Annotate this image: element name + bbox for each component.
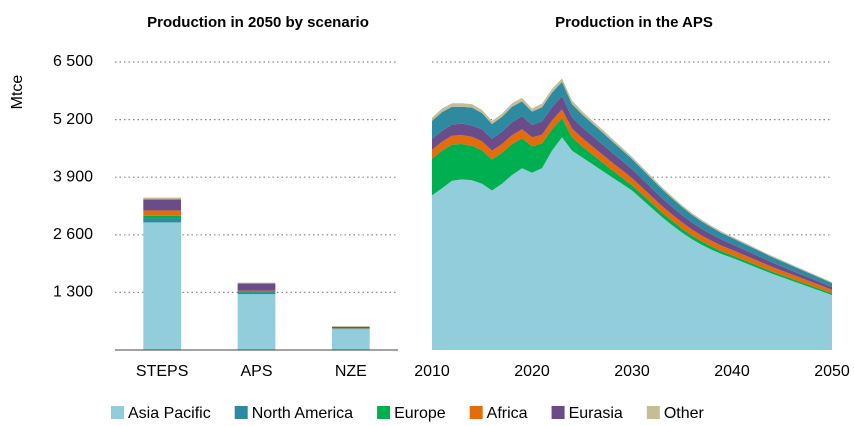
area [432, 137, 832, 350]
legend-swatch [234, 406, 248, 419]
x-tick-label: 2020 [514, 363, 550, 380]
legend-swatch [469, 406, 483, 419]
legend-label: Asia Pacific [128, 405, 211, 422]
x-tick-label: 2040 [714, 363, 750, 380]
legend-swatch [551, 406, 565, 419]
y-axis-label: Mtce [9, 75, 26, 110]
x-tick-label: 2010 [414, 363, 450, 380]
legend-label: North America [252, 405, 353, 422]
y-tick-label: 3 900 [53, 168, 93, 185]
bar-segment [237, 291, 276, 293]
chart-title: Production in the APS [555, 14, 713, 31]
bar-segment [331, 326, 370, 327]
area [432, 109, 832, 294]
legend-label: Europe [394, 405, 446, 422]
bar-segment [237, 294, 276, 350]
y-tick-label: 2 600 [53, 226, 93, 243]
bar-segment [237, 290, 276, 292]
bar-segment [143, 222, 182, 350]
area [432, 118, 832, 296]
x-tick-label: NZE [335, 363, 367, 380]
bar-segment [237, 283, 276, 291]
legend-label: Eurasia [569, 405, 623, 422]
chart-title: Production in 2050 by scenario [147, 14, 369, 31]
y-tick-label: 1 300 [53, 284, 93, 301]
legend-swatch [377, 406, 391, 419]
area [432, 81, 832, 288]
bar-segment [237, 282, 276, 284]
bar-segment [143, 210, 182, 216]
x-tick-label: 2030 [614, 363, 650, 380]
bar-segment [143, 197, 182, 200]
bar-segment [143, 199, 182, 211]
x-tick-label: APS [240, 363, 272, 380]
legend-label: Africa [487, 405, 528, 422]
bar-segment [143, 218, 182, 223]
x-tick-label: 2050 [814, 363, 850, 380]
bar-segment [143, 215, 182, 219]
x-tick-label: STEPS [136, 363, 188, 380]
bar-segment [331, 329, 370, 350]
y-tick-label: 5 200 [53, 111, 93, 128]
legend-swatch [111, 406, 124, 419]
bar-segment [237, 292, 276, 295]
bar-segment [331, 326, 370, 329]
legend-swatch [646, 406, 660, 419]
legend-label: Other [664, 405, 705, 422]
y-tick-label: 6 500 [53, 53, 93, 70]
